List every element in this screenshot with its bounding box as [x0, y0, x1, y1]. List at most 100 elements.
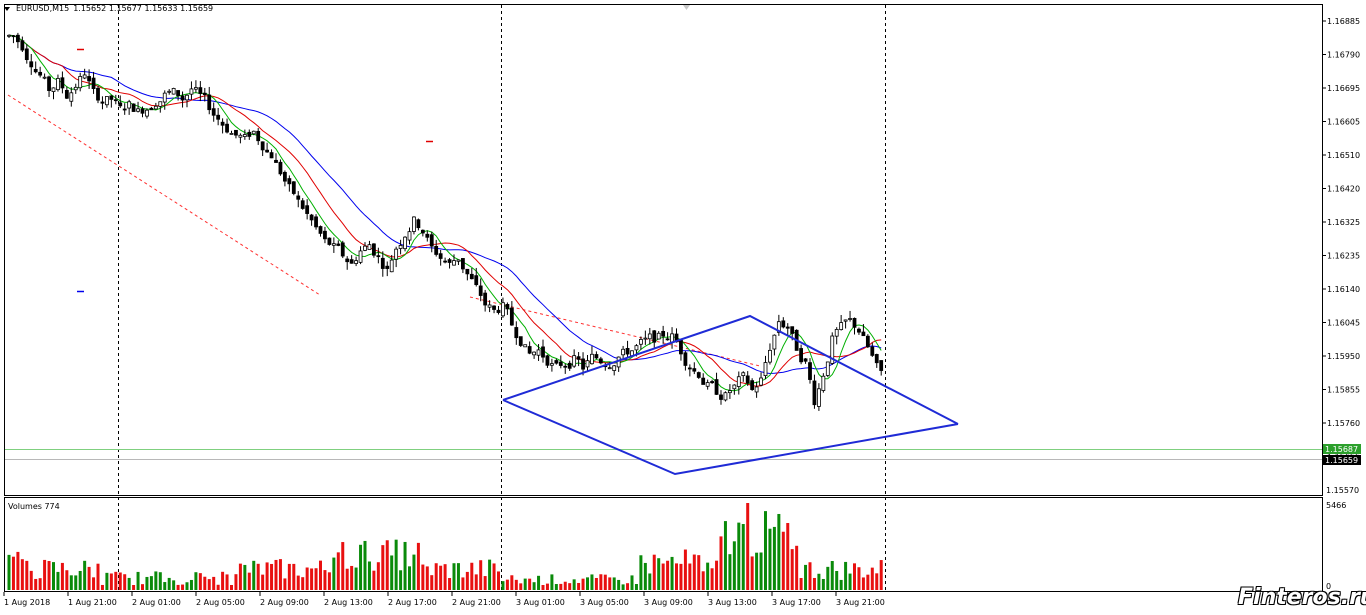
volume-bar	[577, 582, 581, 590]
ohlc-readout: 1.15652 1.15677 1.15633 1.15659	[73, 4, 214, 13]
candle-bull	[354, 260, 359, 264]
candle-bear	[514, 327, 519, 339]
volume-bar	[550, 574, 554, 590]
candle-bear	[469, 273, 474, 280]
chevron-down-icon[interactable]	[4, 6, 10, 11]
volume-bar	[376, 562, 380, 590]
candle-bear	[140, 108, 145, 114]
candle-bull	[73, 86, 78, 91]
volume-bar	[350, 565, 354, 590]
volume-bar	[626, 583, 630, 590]
volume-bar	[692, 554, 696, 590]
green-line-badge: 1.15687	[1323, 444, 1361, 454]
volume-bar	[136, 571, 140, 590]
candle-bear	[207, 94, 212, 111]
candle-bull	[590, 353, 594, 365]
volume-bar	[212, 576, 216, 590]
volume-bar	[399, 570, 403, 590]
volume-bar	[488, 559, 492, 590]
volume-bar	[528, 578, 532, 590]
volume-bar	[149, 576, 153, 590]
scroll-marker-icon[interactable]	[683, 5, 690, 10]
candle-bear	[60, 77, 65, 89]
price-label: 1.16695	[1327, 84, 1360, 93]
volume-bar	[532, 582, 536, 590]
candle-bear	[176, 90, 181, 96]
candle-bull	[830, 335, 835, 364]
candle-bear	[425, 233, 430, 238]
volume-bar	[568, 583, 572, 590]
candle-bear	[558, 361, 563, 366]
volume-bar	[844, 561, 848, 590]
volume-bar	[634, 584, 638, 590]
volume-bar	[732, 541, 736, 590]
volume-bar	[786, 523, 790, 590]
time-axis[interactable]: 1 Aug 2018 1 Aug 21:00 2 Aug 01:00 2 Aug 05…	[3, 592, 885, 607]
candle-bull	[412, 216, 416, 232]
volume-bar	[781, 531, 785, 590]
candle-bull	[153, 105, 158, 110]
candle-bear	[300, 200, 305, 209]
volume-bar	[243, 564, 247, 590]
candle-bull	[185, 94, 189, 101]
candle-bear	[701, 377, 706, 385]
candle-bull	[572, 355, 577, 367]
volume-bar	[109, 573, 113, 590]
candle-bear	[318, 226, 323, 234]
volume-bar	[16, 551, 20, 590]
candle-bull	[532, 351, 536, 356]
candle-bear	[305, 205, 310, 214]
volume-bar	[559, 583, 563, 590]
volume-bar	[470, 562, 474, 590]
candle-bear	[861, 331, 866, 337]
ma-fast-line[interactable]	[8, 34, 882, 392]
candle-bull	[772, 334, 777, 350]
current-price-badge: 1.15659	[1323, 455, 1361, 465]
volume-bar	[710, 568, 714, 590]
volume-bar	[764, 511, 767, 590]
volume-bar	[332, 557, 336, 590]
diamond-pattern-lower[interactable]	[502, 399, 959, 476]
candle-bear	[808, 362, 812, 380]
volume-bar	[826, 566, 830, 590]
volume-bar	[465, 571, 469, 590]
candle-bull	[42, 76, 47, 79]
candle-bear	[122, 108, 127, 111]
ma-slow-line[interactable]	[8, 34, 882, 375]
candle-bull	[647, 333, 652, 340]
candle-bear	[247, 131, 252, 137]
volume-bar	[354, 567, 358, 590]
volume-bar	[448, 578, 452, 590]
time-label: 3 Aug 09:00	[644, 598, 693, 607]
candle-bull	[82, 74, 87, 79]
time-label: 1 Aug 21:00	[68, 598, 117, 607]
volume-bar	[817, 573, 821, 590]
candle-bear	[527, 346, 532, 354]
watermark-logo: Finteros.ru	[1238, 585, 1366, 610]
trend-line-red[interactable]	[7, 94, 321, 296]
candle-bull	[136, 108, 140, 112]
candle-bull	[7, 34, 11, 37]
volume-bar	[359, 544, 363, 590]
volume-bar	[114, 571, 118, 590]
candle-bull	[741, 372, 746, 376]
candle-bear	[113, 99, 118, 102]
volume-bar	[648, 573, 652, 590]
volume-bar	[261, 574, 265, 590]
price-axis[interactable]: 1.16885 1.16790 1.16695 1.16605 1.16510 1.164…	[1322, 17, 1360, 462]
volume-bar	[127, 577, 131, 590]
candle-bear	[692, 368, 697, 372]
diamond-pattern-upper[interactable]	[502, 314, 959, 425]
volume-bar	[296, 575, 300, 590]
volume-bar	[425, 566, 429, 590]
candle-bull	[78, 76, 83, 89]
volume-bar	[737, 522, 741, 590]
volume-bar	[69, 575, 73, 590]
volume-bar	[363, 540, 367, 590]
candle-bull	[776, 321, 781, 333]
candle-bear	[652, 330, 657, 343]
volume-bar	[83, 560, 87, 590]
ma-mid-line[interactable]	[8, 34, 882, 387]
candle-bear	[750, 380, 755, 390]
